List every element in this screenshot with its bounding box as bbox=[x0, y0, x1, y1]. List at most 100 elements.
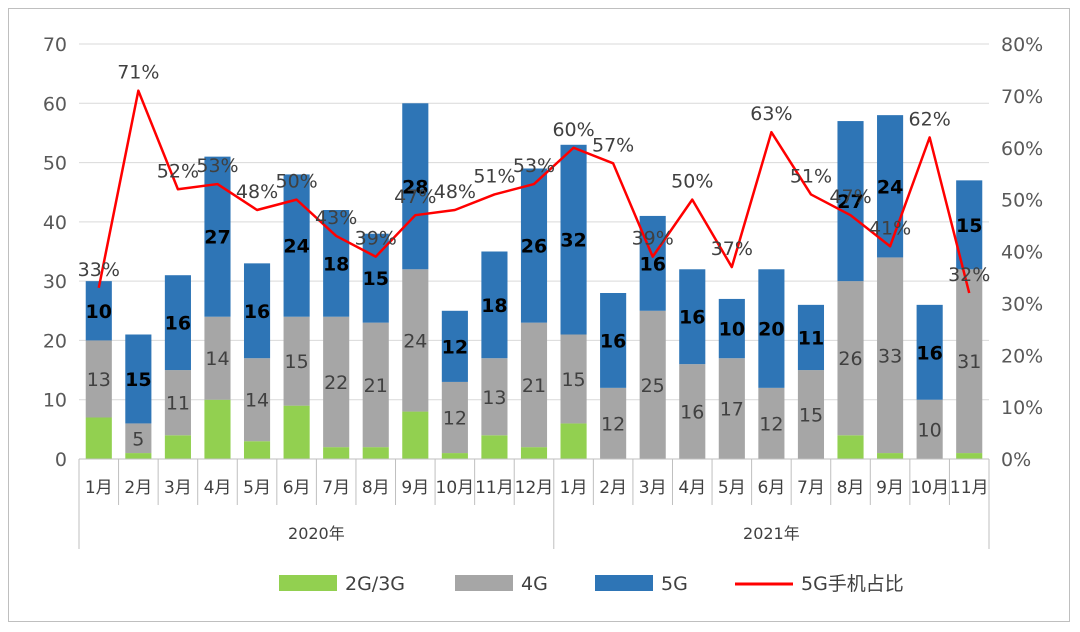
line-point-label: 60% bbox=[552, 119, 594, 141]
y-left-tick-label: 60 bbox=[43, 93, 67, 115]
y-right-tick-label: 30% bbox=[1001, 293, 1043, 315]
x-tick-label: 5月 bbox=[718, 478, 746, 498]
line-point-label: 63% bbox=[750, 103, 792, 125]
line-point-label: 53% bbox=[513, 155, 555, 177]
x-tick-label: 7月 bbox=[797, 478, 825, 498]
bar-label-4g: 14 bbox=[245, 390, 269, 412]
bar-5G bbox=[797, 304, 825, 371]
y-left-tick-label: 70 bbox=[43, 34, 67, 56]
bar-5G bbox=[402, 103, 429, 270]
x-tick-label: 1月 bbox=[85, 478, 113, 498]
bar-label-5g: 27 bbox=[837, 191, 863, 213]
legend-label: 5G手机占比 bbox=[801, 573, 904, 595]
bar-label-5g: 16 bbox=[916, 342, 942, 364]
bar-4G bbox=[520, 322, 548, 448]
x-tick-label: 5月 bbox=[243, 478, 271, 498]
bar-2G/3G bbox=[125, 453, 152, 459]
x-tick-label: 11月 bbox=[950, 478, 989, 498]
bar-label-4g: 24 bbox=[403, 330, 427, 352]
bar-2G/3G bbox=[323, 447, 350, 459]
bar-label-5g: 10 bbox=[719, 319, 745, 341]
bar-5G bbox=[560, 144, 587, 335]
y-right-tick-label: 0% bbox=[1001, 449, 1031, 471]
bar-label-4g: 26 bbox=[838, 348, 862, 370]
bar-label-5g: 18 bbox=[481, 295, 507, 317]
x-tick-label: 7月 bbox=[322, 478, 350, 498]
chart-frame: 13 10 5 15 11 16 14 27 14 16 15 24 22 18 21 15 24 28 12 12 1… bbox=[8, 8, 1070, 622]
bar-4G bbox=[85, 340, 112, 418]
bar-5G bbox=[718, 298, 745, 359]
bar-2G/3G bbox=[362, 447, 389, 459]
bar-4G bbox=[916, 399, 943, 459]
bar-4G bbox=[877, 257, 904, 454]
y-right-tick-label: 40% bbox=[1001, 242, 1043, 264]
bar-5G bbox=[481, 251, 508, 359]
bar-5G bbox=[85, 281, 112, 341]
bar-label-4g: 14 bbox=[205, 348, 229, 370]
bar-2G/3G bbox=[837, 435, 864, 459]
bar-4G bbox=[323, 316, 350, 448]
bar-5G bbox=[125, 334, 152, 424]
x-group-label: 2020年 bbox=[288, 524, 345, 543]
y-left-tick-label: 0 bbox=[55, 449, 67, 471]
bar-5G bbox=[520, 168, 548, 323]
legend-layer: 2G/3G 4G 5G 5G手机占比 bbox=[279, 573, 904, 595]
bar-label-5g: 27 bbox=[204, 227, 230, 249]
bar-4G bbox=[402, 269, 429, 412]
bar-2G/3G bbox=[164, 435, 191, 459]
y-left-tick-label: 30 bbox=[43, 271, 67, 293]
bar-2G/3G bbox=[85, 417, 112, 459]
bar-4G bbox=[560, 334, 587, 424]
x-tick-label: 3月 bbox=[164, 478, 192, 498]
bar-4G bbox=[283, 316, 310, 406]
axes-layer: 0 10 20 30 40 50 60 70 0% 10% 20% 30% 40% 50% 60% 70% 80… bbox=[43, 34, 1043, 549]
bar-4G bbox=[362, 322, 389, 448]
bar-5G bbox=[916, 304, 943, 400]
bar-label-4g: 33 bbox=[878, 345, 902, 367]
line-point-label: 43% bbox=[315, 207, 357, 229]
bar-label-4g: 21 bbox=[522, 375, 546, 397]
bar-label-4g: 22 bbox=[324, 372, 348, 394]
bar-label-5g: 16 bbox=[679, 307, 705, 329]
bar-4G bbox=[204, 316, 231, 400]
x-tick-label: 10月 bbox=[910, 478, 949, 498]
bar-2G/3G bbox=[204, 399, 231, 459]
x-tick-label: 9月 bbox=[876, 478, 904, 498]
bar-5G bbox=[243, 263, 271, 359]
y-left-tick-label: 20 bbox=[43, 330, 67, 352]
line-labels-layer: 33%71%52%53%48%50%43%39%47%48%51%53%60%5… bbox=[78, 62, 991, 286]
bar-5G bbox=[837, 121, 864, 282]
bar-2G/3G bbox=[560, 423, 587, 459]
x-tick-label: 2月 bbox=[124, 478, 152, 498]
bar-4G bbox=[639, 310, 666, 459]
y-right-tick-label: 80% bbox=[1001, 34, 1043, 56]
bar-4G bbox=[125, 423, 152, 454]
bar-label-4g: 13 bbox=[87, 369, 111, 391]
bar-2G/3G bbox=[441, 453, 468, 459]
line-point-label: 37% bbox=[711, 238, 753, 260]
bar-label-4g: 12 bbox=[759, 413, 783, 435]
bar-4G bbox=[837, 281, 864, 436]
bar-label-4g: 17 bbox=[720, 399, 744, 421]
bar-5G bbox=[441, 310, 468, 382]
bar-4G bbox=[441, 381, 468, 454]
legend-swatch-2G/3G bbox=[279, 575, 337, 591]
bar-label-4g: 5 bbox=[132, 428, 144, 450]
bar-label-5g: 11 bbox=[798, 327, 824, 349]
bar-5G bbox=[758, 269, 785, 388]
line-point-label: 71% bbox=[117, 62, 159, 84]
bar-label-5g: 32 bbox=[560, 230, 586, 252]
bar-2G/3G bbox=[481, 435, 508, 459]
y-right-tick-label: 70% bbox=[1001, 86, 1043, 108]
line-point-label: 47% bbox=[829, 186, 871, 208]
line-point-label: 39% bbox=[355, 228, 397, 250]
x-tick-label: 11月 bbox=[475, 478, 514, 498]
bar-5G bbox=[164, 275, 191, 371]
x-group-label: 2021年 bbox=[743, 524, 800, 543]
bar-2G/3G bbox=[877, 453, 904, 459]
line-point-label: 47% bbox=[394, 186, 436, 208]
bar-label-4g: 15 bbox=[285, 351, 309, 373]
bar-5G bbox=[639, 215, 666, 311]
bar-5G bbox=[877, 115, 904, 258]
bar-label-4g: 12 bbox=[601, 413, 625, 435]
